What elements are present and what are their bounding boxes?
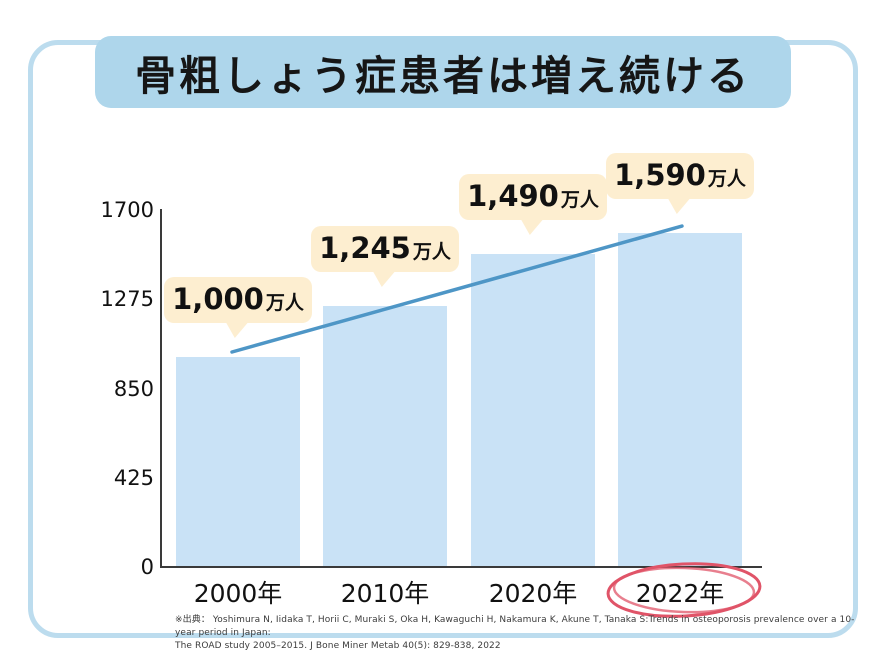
citation-line-1: ※出典： Yoshimura N, Iidaka T, Horii C, Mur… <box>175 615 855 638</box>
data-label-callout: 1,490 万人 <box>459 174 607 236</box>
x-axis-label: 2022年 <box>635 579 725 608</box>
data-label-unit: 万人 <box>412 240 451 263</box>
citation-line-2: The ROAD study 2005–2015. J Bone Miner M… <box>175 641 501 651</box>
y-axis-line <box>160 209 162 568</box>
bar-2000年 <box>176 357 300 567</box>
callout-tail-icon <box>664 197 692 215</box>
data-label-unit: 万人 <box>265 292 304 314</box>
slide-title: 骨粗しょう症患者は増え続ける <box>135 52 751 100</box>
x-axis-label: 2000年 <box>193 579 283 608</box>
bar-2010年 <box>323 305 447 567</box>
slide-title-box: 骨粗しょう症患者は増え続ける <box>95 36 791 108</box>
y-axis-tick-label: 425 <box>113 465 154 490</box>
data-label-value: 1,245 <box>319 230 411 265</box>
callout-tail-icon <box>517 218 545 236</box>
y-axis-tick-label: 1700 <box>100 198 154 222</box>
data-label-callout: 1,590 万人 <box>606 153 754 215</box>
y-axis-tick-label: 1275 <box>100 287 154 312</box>
data-label-callout: 1,245 万人 <box>311 225 459 287</box>
x-axis-line <box>160 566 762 568</box>
bar-2020年 <box>471 254 595 567</box>
data-label-callout: 1,000 万人 <box>164 277 312 338</box>
data-label-unit: 万人 <box>707 168 746 191</box>
x-axis-label: 2020年 <box>488 579 578 608</box>
data-label-value: 1,000 <box>172 282 264 316</box>
y-axis-tick-label: 0 <box>140 555 154 579</box>
callout-tail-icon <box>369 269 397 287</box>
y-axis-tick-label: 850 <box>113 376 154 401</box>
data-label-value: 1,590 <box>614 158 706 193</box>
callout-tail-icon <box>222 321 250 338</box>
x-axis-label: 2010年 <box>340 579 430 608</box>
data-label-value: 1,490 <box>467 179 559 214</box>
citation: ※出典： Yoshimura N, Iidaka T, Horii C, Mur… <box>175 614 865 653</box>
bar-2022年 <box>618 233 742 567</box>
data-label-unit: 万人 <box>560 189 599 212</box>
